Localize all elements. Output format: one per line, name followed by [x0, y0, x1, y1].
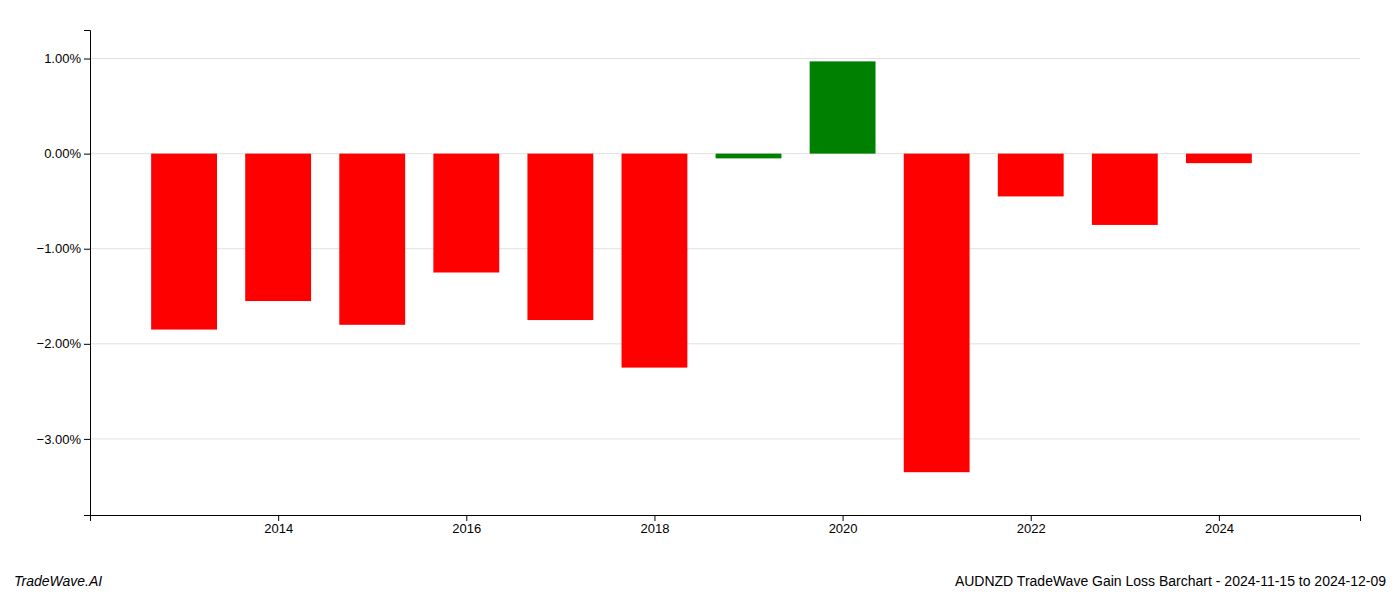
y-tick-label: −3.00% — [37, 432, 82, 447]
watermark: TradeWave.AI — [14, 573, 102, 589]
y-axis-line — [84, 31, 91, 516]
x-tick-label: 2016 — [452, 521, 481, 536]
x-tick-label: 2018 — [640, 521, 669, 536]
bar — [904, 154, 970, 473]
bar — [151, 154, 217, 330]
y-tick: 1.00% — [44, 51, 90, 66]
bar — [245, 154, 311, 301]
x-tick: 2022 — [1017, 515, 1046, 536]
y-tick-mark — [84, 59, 90, 60]
y-tick-label: 0.00% — [44, 146, 81, 161]
x-tick-label: 2022 — [1017, 521, 1046, 536]
bar — [622, 154, 688, 368]
y-tick-label: −2.00% — [37, 336, 82, 351]
x-tick-mark — [1031, 515, 1032, 521]
y-tick-mark — [84, 439, 90, 440]
x-tick-label: 2014 — [264, 521, 293, 536]
y-tick-mark — [84, 344, 90, 345]
x-axis-line — [91, 516, 1361, 522]
x-axis: 2014 2016 2018 2020 2022 2024 — [91, 515, 1361, 536]
bar — [433, 154, 499, 273]
grid-line — [90, 438, 1360, 439]
y-tick: −2.00% — [37, 336, 90, 351]
bar — [339, 154, 405, 325]
y-tick-mark — [84, 249, 90, 250]
x-tick-label: 2024 — [1205, 521, 1234, 536]
title: AUDNZD TradeWave Gain Loss Barchart - 20… — [955, 573, 1386, 589]
y-tick: −1.00% — [37, 241, 90, 256]
x-tick-mark — [843, 515, 844, 521]
bar — [527, 154, 593, 320]
y-tick-mark — [84, 154, 90, 155]
x-tick: 2018 — [640, 515, 669, 536]
grid-line — [90, 343, 1360, 344]
bars — [151, 61, 1252, 472]
x-tick-mark — [654, 515, 655, 521]
bar — [716, 154, 782, 159]
x-tick: 2016 — [452, 515, 481, 536]
y-tick-label: −1.00% — [37, 241, 82, 256]
bar — [1092, 154, 1158, 225]
y-axis: −3.00% −2.00% −1.00% 0.00% 1.00% — [37, 31, 91, 516]
chart: 2014 2016 2018 2020 2022 2024 −3.00% −2.00% −1.0… — [0, 0, 1400, 600]
grid — [90, 59, 1360, 439]
bar — [998, 154, 1064, 197]
y-tick: −3.00% — [37, 432, 90, 447]
x-tick-mark — [466, 515, 467, 521]
x-tick-label: 2020 — [829, 521, 858, 536]
x-tick: 2014 — [264, 515, 293, 536]
x-tick: 2024 — [1205, 515, 1234, 536]
x-tick-mark — [1219, 515, 1220, 521]
y-tick-label: 1.00% — [44, 51, 81, 66]
x-tick: 2020 — [829, 515, 858, 536]
bar — [810, 61, 876, 153]
bar — [1186, 154, 1252, 164]
y-tick: 0.00% — [44, 146, 90, 161]
x-tick-mark — [278, 515, 279, 521]
grid-line — [90, 58, 1360, 59]
